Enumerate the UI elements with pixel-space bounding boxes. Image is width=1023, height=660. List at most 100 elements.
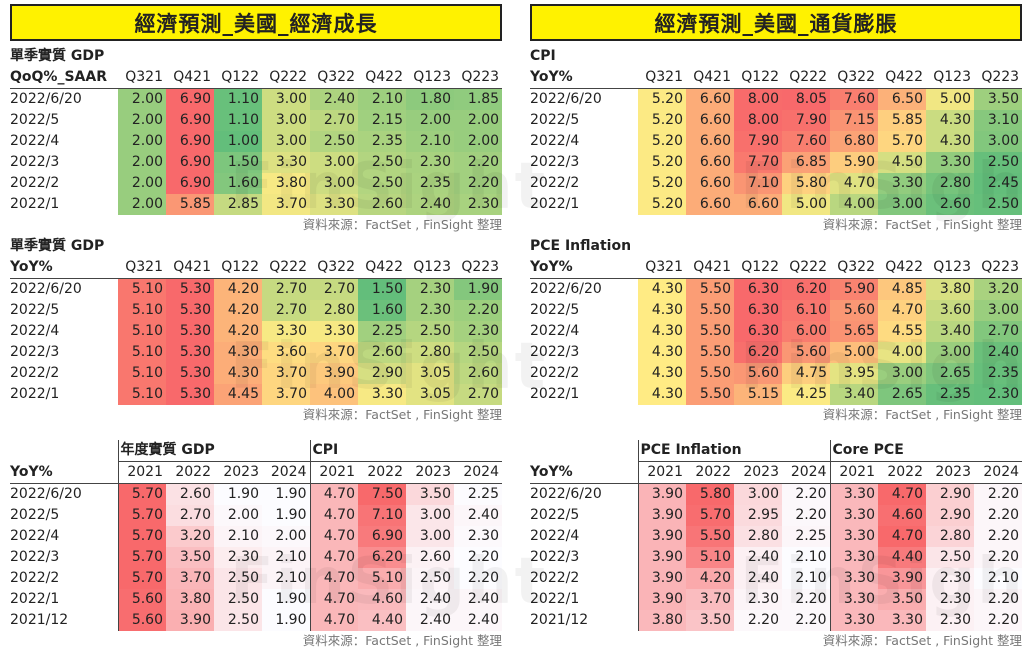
value-cell: 2.70 (974, 321, 1022, 342)
column-header: 2024 (974, 461, 1023, 484)
value-cell: 2.30 (926, 610, 974, 631)
value-cell: 2.80 (734, 526, 782, 547)
value-cell: 3.00 (262, 88, 310, 110)
value-cell: 3.70 (262, 194, 310, 215)
value-cell: 6.60 (686, 194, 734, 215)
value-cell: 2.20 (454, 152, 503, 173)
value-cell: 6.60 (686, 88, 734, 110)
value-cell: 2.50 (406, 321, 454, 342)
value-cell: 5.30 (166, 321, 214, 342)
value-cell: 3.30 (829, 610, 878, 631)
table-row: 2022/4 2.00 6.90 1.00 3.00 2.50 2.35 2.10 2.00 (10, 131, 503, 152)
table-row: 2022/5 5.70 2.70 2.00 1.90 4.70 7.10 3.00 2.40 (10, 505, 502, 526)
value-cell: 5.70 (117, 483, 166, 505)
value-cell: 5.50 (686, 321, 734, 342)
value-cell: 3.30 (262, 321, 310, 342)
value-cell: 2.70 (166, 505, 214, 526)
value-cell: 4.70 (309, 483, 358, 505)
value-cell: 2.30 (926, 589, 974, 610)
value-cell: 3.90 (637, 547, 686, 568)
value-cell: 1.50 (358, 278, 406, 300)
value-cell: 2.35 (406, 173, 454, 194)
row-label: 2021/12 (10, 612, 69, 628)
value-cell: 2.25 (454, 483, 502, 505)
value-cell: 3.00 (878, 194, 926, 215)
value-cell: 6.30 (734, 321, 782, 342)
value-cell: 2.80 (926, 526, 974, 547)
value-cell: 3.80 (166, 589, 214, 610)
column-header: Q123 (406, 257, 454, 279)
value-cell: 3.00 (878, 363, 926, 384)
value-cell: 1.10 (214, 110, 262, 131)
value-cell: 3.90 (878, 568, 926, 589)
row-label: 2022/6/20 (530, 91, 602, 107)
column-header: Q222 (782, 67, 830, 89)
source-note: 資料來源：FactSet , FinSight 整理 (822, 633, 1022, 648)
value-cell: 5.50 (686, 278, 734, 300)
row-label: 2022/1 (10, 591, 60, 607)
value-cell: 3.80 (926, 278, 974, 300)
column-header: Q123 (926, 257, 974, 279)
value-cell: 2.70 (310, 278, 358, 300)
value-cell: 2.50 (974, 152, 1023, 173)
table-row: 2022/2 5.70 3.70 2.50 2.10 4.70 5.10 2.50 2.20 (10, 568, 502, 589)
value-cell: 3.90 (637, 505, 686, 526)
value-cell: 5.00 (926, 88, 974, 110)
source-note: 資料來源：FactSet , FinSight 整理 (302, 217, 502, 232)
column-header: Q421 (166, 257, 214, 279)
table-row: 2022/5 2.00 6.90 1.10 3.00 2.70 2.15 2.00 2.00 (10, 110, 503, 131)
value-cell: 5.00 (782, 194, 830, 215)
value-cell: 3.00 (406, 505, 454, 526)
value-cell: 2.60 (358, 342, 406, 363)
row-label: 2022/3 (10, 549, 60, 565)
column-header: Q421 (686, 67, 734, 89)
value-cell: 3.10 (974, 110, 1023, 131)
value-cell: 5.30 (166, 384, 214, 405)
value-cell: 4.40 (358, 610, 406, 631)
value-cell: 6.90 (166, 88, 214, 110)
value-cell: 2.15 (358, 110, 406, 131)
source-note: 資料來源：FactSet , FinSight 整理 (822, 407, 1022, 422)
value-cell: 2.40 (406, 589, 454, 610)
value-cell: 2.85 (214, 194, 262, 215)
value-cell: 6.90 (166, 152, 214, 173)
left-panel: 經濟預測_美國_經濟成長 單季實質 GDP QoQ%_SAAR Q321 Q421 Q1… (10, 4, 503, 650)
value-cell: 3.90 (637, 483, 686, 505)
value-cell: 5.20 (638, 152, 686, 173)
value-cell: 1.90 (214, 483, 262, 505)
value-cell: 1.10 (214, 88, 262, 110)
value-cell: 2.00 (262, 526, 310, 547)
value-cell: 3.40 (830, 384, 878, 405)
value-cell: 5.30 (166, 278, 214, 300)
value-cell: 3.00 (926, 342, 974, 363)
value-cell: 7.10 (358, 505, 406, 526)
value-cell: 8.05 (782, 88, 830, 110)
value-cell: 6.00 (782, 321, 830, 342)
value-cell: 2.10 (358, 88, 406, 110)
value-cell: 5.90 (830, 152, 878, 173)
value-cell: 3.70 (686, 589, 734, 610)
value-cell: 7.60 (782, 131, 830, 152)
value-cell: 5.50 (686, 300, 734, 321)
table-row: 2022/6/20 5.10 5.30 4.20 2.70 2.70 1.50 2.30 1.9… (10, 278, 503, 300)
value-cell: 2.20 (782, 610, 830, 631)
column-header: 2024 (454, 461, 502, 484)
value-cell: 2.20 (782, 505, 830, 526)
source-note: 資料來源：FactSet , FinSight 整理 (302, 407, 502, 422)
row-label: 2022/2 (10, 365, 60, 381)
column-header: Q223 (974, 257, 1022, 279)
value-cell: 3.30 (829, 526, 878, 547)
value-cell: 3.90 (310, 363, 358, 384)
value-cell: 2.20 (454, 173, 503, 194)
table-row: 2022/6/20 3.90 5.80 3.00 2.20 3.30 4.70 2.90 2.2… (530, 483, 1023, 505)
table-subtitle: YoY% (530, 257, 638, 279)
table-group-row: PCE Inflation Core PCE (530, 440, 1023, 462)
table-row: 2022/2 5.10 5.30 4.30 3.70 3.90 2.90 3.05 2.60 (10, 363, 503, 384)
value-cell: 2.00 (118, 110, 166, 131)
blank-cell (10, 440, 118, 462)
group-header: CPI (309, 440, 502, 462)
table-row: 2022/4 5.10 5.30 4.20 3.30 3.30 2.25 2.50 2.30 (10, 321, 503, 342)
cpi-quarterly-table: CPI YoY% Q321 Q421 Q122 Q222 Q322 Q422 Q123 Q223 2… (530, 46, 1023, 215)
value-cell: 3.80 (637, 610, 686, 631)
value-cell: 7.15 (830, 110, 878, 131)
